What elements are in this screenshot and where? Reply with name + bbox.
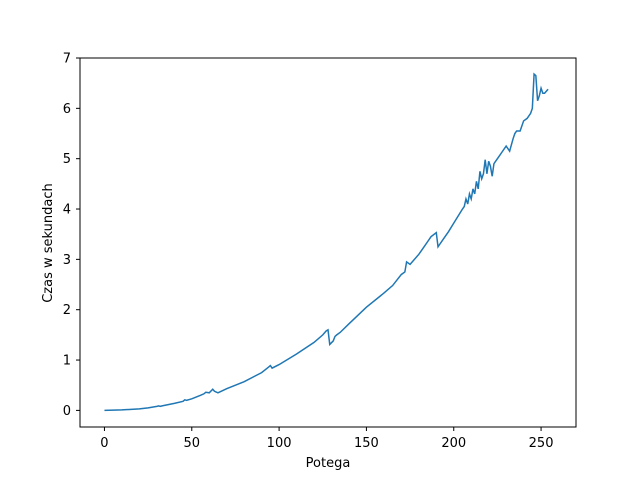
series-points bbox=[104, 74, 548, 410]
y-axis-label: Czas w sekundach bbox=[41, 183, 56, 303]
y-tick-label: 0 bbox=[63, 404, 71, 419]
x-axis-label: Potega bbox=[306, 456, 351, 471]
x-tick-label: 250 bbox=[529, 436, 554, 451]
x-axis: 0 50 100 150 200 250 bbox=[100, 427, 553, 451]
x-tick-label: 150 bbox=[354, 436, 379, 451]
y-tick-label: 7 bbox=[63, 52, 71, 67]
x-tick-label: 0 bbox=[100, 436, 108, 451]
y-axis: 0 1 2 3 4 5 6 7 bbox=[63, 52, 80, 419]
plot-frame bbox=[79, 57, 577, 428]
series-line bbox=[104, 72, 549, 412]
y-tick-label: 6 bbox=[63, 102, 71, 117]
y-tick-label: 4 bbox=[63, 203, 71, 218]
x-tick-label: 200 bbox=[441, 436, 466, 451]
y-tick-label: 1 bbox=[63, 354, 71, 369]
y-tick-label: 2 bbox=[63, 303, 71, 318]
x-tick-label: 50 bbox=[184, 436, 201, 451]
x-tick-label: 100 bbox=[267, 436, 292, 451]
y-tick-label: 5 bbox=[63, 152, 71, 167]
y-tick-label: 3 bbox=[63, 253, 71, 268]
